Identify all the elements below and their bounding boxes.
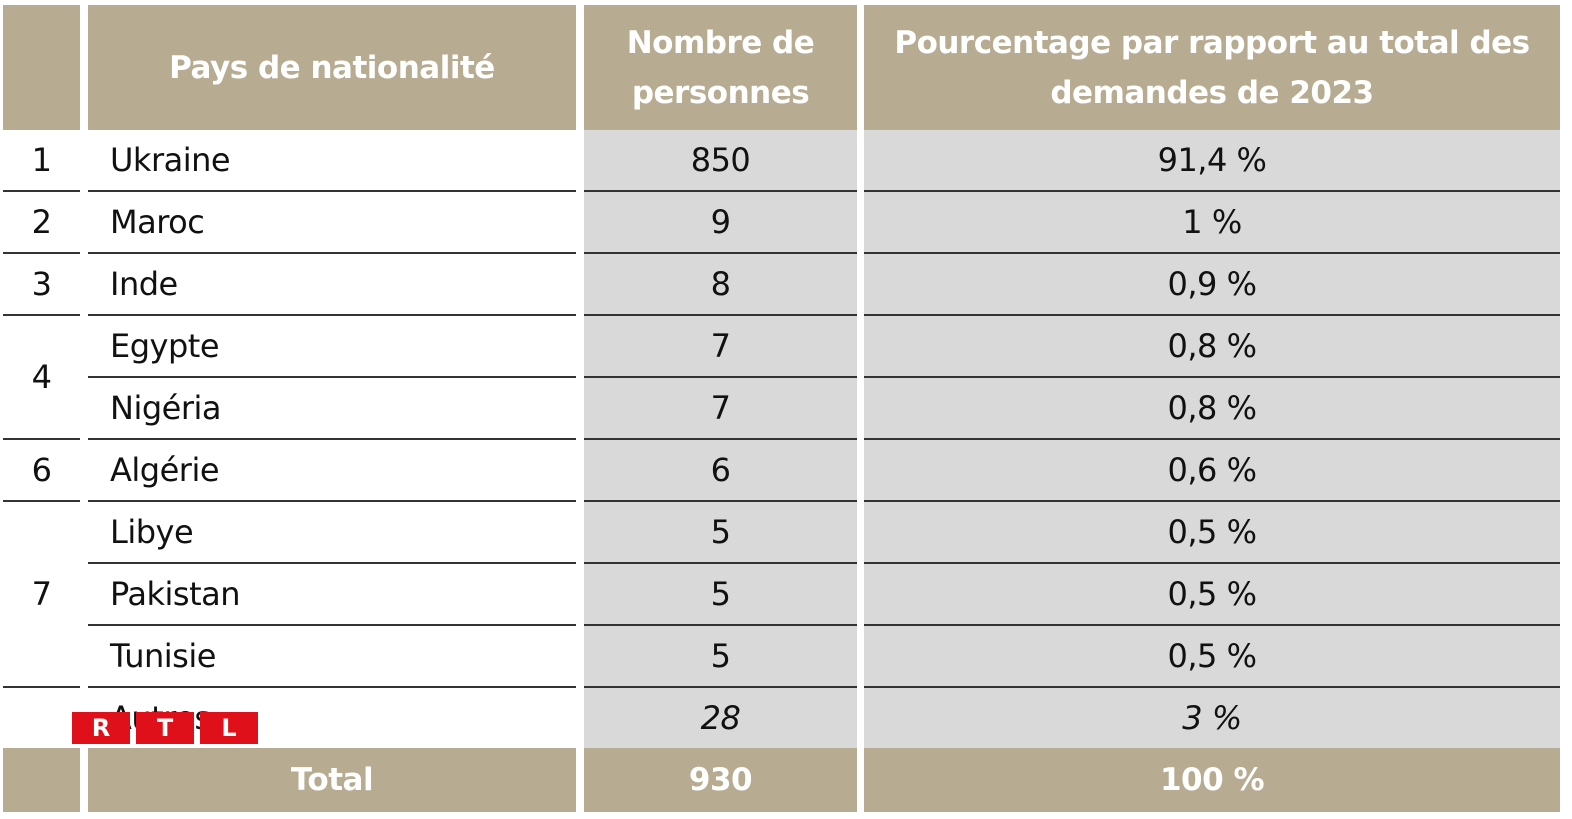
header-cell: Nombre de personnes: [584, 5, 857, 130]
country-cell: Libye: [88, 502, 576, 564]
country-cell: Tunisie: [88, 626, 576, 688]
percent-cell: 0,9 %: [864, 254, 1560, 316]
percent-cell: 0,8 %: [864, 316, 1560, 378]
header-text: demandes de 2023: [1050, 74, 1374, 111]
total-count: 930: [584, 748, 857, 812]
logo-letter: R: [72, 712, 130, 744]
percent-cell: 0,5 %: [864, 502, 1560, 564]
percent-cell: 1 %: [864, 192, 1560, 254]
count-cell: 7: [584, 378, 857, 440]
percent-cell: 91,4 %: [864, 130, 1560, 192]
rank-cell: 4: [3, 316, 80, 440]
country-cell: Ukraine: [88, 130, 576, 192]
percent-cell: 0,8 %: [864, 378, 1560, 440]
total-label: Total: [88, 748, 576, 812]
logo-letter: L: [200, 712, 258, 744]
rank-cell: [3, 688, 80, 748]
count-cell: 5: [584, 564, 857, 626]
rank-cell: 7: [3, 502, 80, 688]
rank-cell: 1: [3, 130, 80, 192]
percent-cell: 0,6 %: [864, 440, 1560, 502]
rank-cell: 6: [3, 440, 80, 502]
count-cell: 5: [584, 626, 857, 688]
percent-cell: 0,5 %: [864, 626, 1560, 688]
header-cell: [3, 5, 80, 130]
percent-cell: 3 %: [864, 688, 1560, 750]
total-rank-cell: [3, 748, 80, 812]
count-cell: 28: [584, 688, 857, 750]
country-cell: Maroc: [88, 192, 576, 254]
country-cell: Nigéria: [88, 378, 576, 440]
header-text: personnes: [631, 74, 810, 111]
header-text: Nombre de: [626, 24, 815, 61]
percent-cell: 0,5 %: [864, 564, 1560, 626]
count-cell: 6: [584, 440, 857, 502]
country-cell: Algérie: [88, 440, 576, 502]
header-cell: Pays de nationalité: [88, 5, 576, 130]
rank-cell: 2: [3, 192, 80, 254]
rank-cell: 3: [3, 254, 80, 316]
total-percent: 100 %: [864, 748, 1560, 812]
header-text: Pays de nationalité: [169, 49, 495, 86]
header-cell: Pourcentage par rapport au total des dema…: [864, 5, 1560, 130]
count-cell: 850: [584, 130, 857, 192]
country-cell: Pakistan: [88, 564, 576, 626]
logo-letter: T: [136, 712, 194, 744]
country-cell: Inde: [88, 254, 576, 316]
count-cell: 9: [584, 192, 857, 254]
country-cell: Egypte: [88, 316, 576, 378]
count-cell: 5: [584, 502, 857, 564]
header-text: Pourcentage par rapport au total des: [894, 24, 1530, 61]
count-cell: 7: [584, 316, 857, 378]
count-cell: 8: [584, 254, 857, 316]
